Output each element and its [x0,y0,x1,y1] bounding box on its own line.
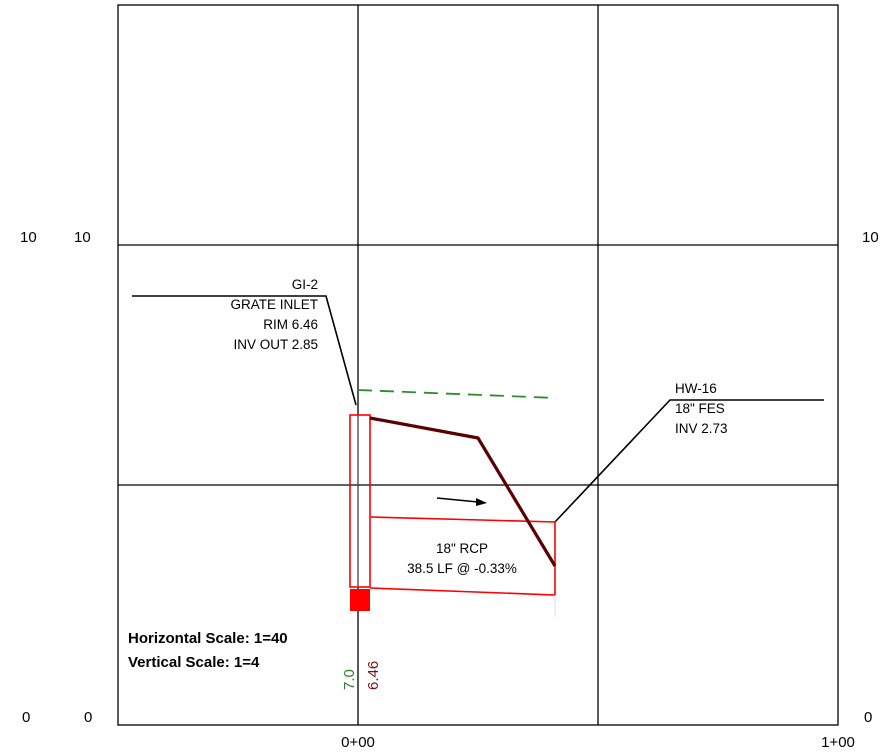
rim-profile-line [369,416,557,567]
headwall-label: HW-16 18" FES INV 2.73 [675,381,728,436]
inlet-structure [349,414,371,588]
inlet-label: GI-2 GRATE INLET RIM 6.46 INV OUT 2.85 [230,277,318,352]
headwall-type: 18" FES [675,401,725,416]
headwall-inv: INV 2.73 [675,421,728,436]
elev-label-10-outer: 10 [20,229,37,246]
existing-ground-left [132,295,357,406]
horizontal-scale-note: Horizontal Scale: 1=40 [128,630,288,647]
elev-label-0-outer: 0 [22,709,30,726]
pipe-size: 18" RCP [436,541,488,556]
inlet-inv: INV OUT 2.85 [233,337,318,352]
pipe-label: 18" RCP 38.5 LF @ -0.33% [407,541,517,576]
rim-elev-label: 6.46 [365,661,382,690]
grid [117,4,839,726]
elev-label-10-right: 10 [862,229,879,246]
inlet-type: GRATE INLET [230,297,318,312]
grid-border [117,4,839,726]
elev-label-0-inner: 0 [84,709,92,726]
pipe-length-slope: 38.5 LF @ -0.33% [407,561,517,576]
inlet-sump [350,589,370,611]
pipe-outline [369,516,556,596]
station-label-start: 0+00 [341,734,375,751]
elev-label-10-inner: 10 [74,229,91,246]
inlet-name: GI-2 [292,277,318,292]
flow-arrow-icon [436,497,487,506]
existing-ground-right [554,399,824,523]
ground-elev-label: 7.0 [341,669,358,690]
vertical-scale-note: Vertical Scale: 1=4 [128,654,260,671]
inlet-rim: RIM 6.46 [263,317,318,332]
headwall-name: HW-16 [675,381,717,396]
station-label-end: 1+00 [821,734,855,751]
elev-label-0-right: 0 [864,709,872,726]
proposed-grade-line [357,389,557,399]
